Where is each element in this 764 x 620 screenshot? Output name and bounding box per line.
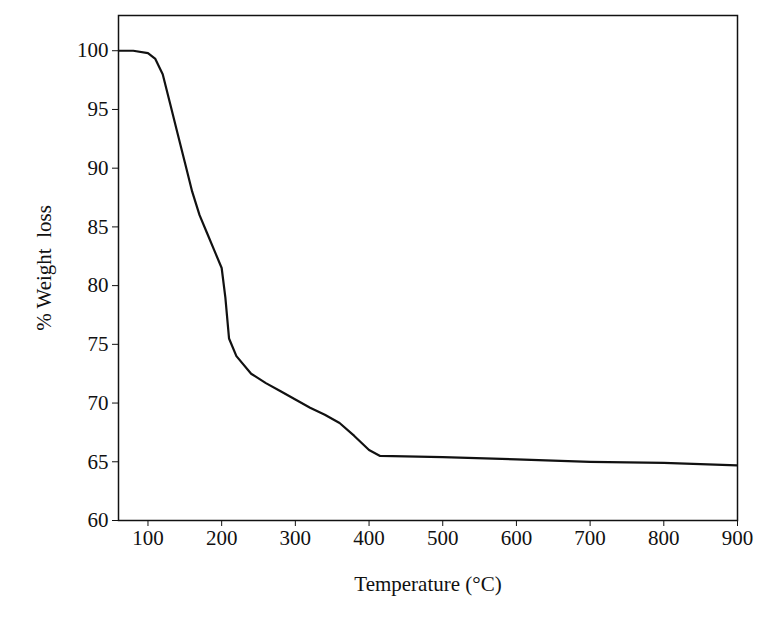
svg-text:700: 700 bbox=[574, 526, 606, 550]
svg-text:70: 70 bbox=[88, 391, 109, 415]
svg-text:95: 95 bbox=[88, 97, 109, 121]
svg-text:% Weight loss: % Weight loss bbox=[32, 205, 56, 331]
svg-text:800: 800 bbox=[648, 526, 680, 550]
svg-text:600: 600 bbox=[501, 526, 533, 550]
svg-text:400: 400 bbox=[353, 526, 385, 550]
svg-text:200: 200 bbox=[206, 526, 238, 550]
svg-text:900: 900 bbox=[722, 526, 754, 550]
svg-text:Temperature (°C): Temperature (°C) bbox=[354, 572, 501, 596]
svg-text:80: 80 bbox=[88, 273, 109, 297]
svg-text:100: 100 bbox=[77, 38, 109, 62]
svg-text:60: 60 bbox=[88, 508, 109, 532]
svg-text:300: 300 bbox=[280, 526, 312, 550]
svg-text:100: 100 bbox=[132, 526, 164, 550]
svg-text:500: 500 bbox=[427, 526, 459, 550]
svg-text:85: 85 bbox=[88, 215, 109, 239]
svg-text:65: 65 bbox=[88, 449, 109, 473]
svg-text:90: 90 bbox=[88, 156, 109, 180]
svg-text:75: 75 bbox=[88, 332, 109, 356]
